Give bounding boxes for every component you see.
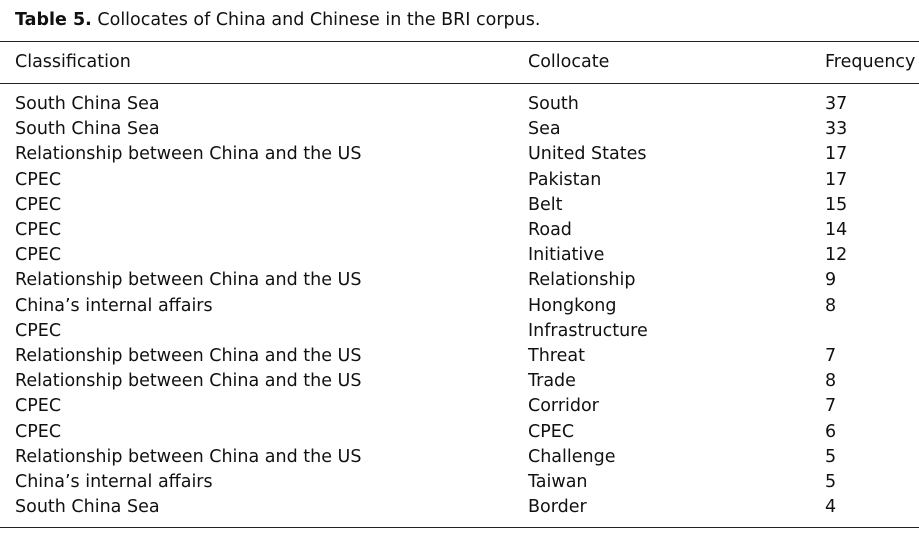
- cell-collocate: Challenge: [528, 446, 616, 467]
- cell-collocate: Infrastructure: [528, 320, 648, 341]
- table-row: Relationship between China and the US Cha…: [0, 447, 919, 472]
- cell-classification: China’s internal affairs: [15, 472, 213, 492]
- header-frequency: Frequency: [825, 52, 916, 72]
- cell-frequency: 37: [825, 94, 848, 114]
- cell-frequency: 17: [825, 169, 848, 190]
- cell-frequency: 7: [825, 346, 837, 366]
- table-caption-label: Table 5.: [15, 10, 92, 30]
- cell-classification: South China Sea: [15, 497, 160, 518]
- cell-collocate: Initiative: [528, 245, 605, 266]
- table-row: South China Sea Border 4: [0, 497, 919, 522]
- cell-collocate: Sea: [528, 119, 561, 140]
- table-row: Relationship between China and the US Uni…: [0, 144, 919, 169]
- cell-collocate: Relationship: [528, 270, 636, 291]
- cell-frequency: 17: [825, 144, 848, 165]
- cell-classification: CPEC: [15, 194, 62, 215]
- cell-classification: Relationship between China and the US: [15, 371, 362, 392]
- table-row: CPEC CPEC 6: [0, 422, 919, 447]
- cell-collocate: Road: [528, 220, 572, 240]
- cell-frequency: 9: [825, 270, 837, 291]
- cell-classification: CPEC: [15, 396, 62, 417]
- table-top-rule: [0, 41, 919, 42]
- cell-classification: South China Sea: [15, 94, 160, 114]
- table-row: Relationship between China and the US Rel…: [0, 270, 919, 295]
- cell-classification: CPEC: [15, 320, 62, 341]
- cell-frequency: 8: [825, 295, 837, 316]
- table-row: CPEC Pakistan 17: [0, 170, 919, 195]
- cell-classification: China’s internal affairs: [15, 295, 213, 316]
- table-caption-text: Collocates of China and Chinese in the B…: [97, 10, 541, 30]
- cell-classification: Relationship between China and the US: [15, 446, 362, 467]
- table-row: China’s internal affairs Taiwan 5: [0, 472, 919, 497]
- cell-classification: Relationship between China and the US: [15, 270, 362, 291]
- table-row: CPEC Belt 15: [0, 195, 919, 220]
- cell-frequency: 5: [825, 472, 837, 492]
- cell-frequency: 14: [825, 220, 848, 240]
- cell-frequency: 6: [825, 421, 837, 442]
- cell-collocate: Threat: [528, 346, 585, 366]
- cell-collocate: United States: [528, 144, 647, 165]
- cell-collocate: Hongkong: [528, 295, 617, 316]
- table-row: China’s internal affairs Hongkong 8: [0, 296, 919, 321]
- cell-frequency: 5: [825, 446, 837, 467]
- cell-classification: Relationship between China and the US: [15, 144, 362, 165]
- cell-frequency: 15: [825, 194, 848, 215]
- cell-frequency: 4: [825, 497, 837, 518]
- cell-classification: CPEC: [15, 220, 62, 240]
- table-row: South China Sea Sea 33: [0, 119, 919, 144]
- cell-collocate: Taiwan: [528, 472, 588, 492]
- cell-collocate: Trade: [528, 371, 576, 392]
- table-row: Relationship between China and the US Tra…: [0, 371, 919, 396]
- header-classification: Classification: [15, 52, 131, 72]
- table-row: CPEC Infrastructure: [0, 321, 919, 346]
- cell-classification: CPEC: [15, 421, 62, 442]
- cell-collocate: Belt: [528, 194, 563, 215]
- cell-collocate: South: [528, 94, 579, 114]
- cell-collocate: Pakistan: [528, 169, 602, 190]
- table-row: South China Sea South 37: [0, 94, 919, 119]
- table-row: Relationship between China and the US Thr…: [0, 346, 919, 371]
- cell-collocate: Corridor: [528, 396, 599, 417]
- cell-frequency: 7: [825, 396, 837, 417]
- cell-frequency: 8: [825, 371, 837, 392]
- table-header-rule: [0, 83, 919, 84]
- cell-classification: South China Sea: [15, 119, 160, 140]
- cell-frequency: 33: [825, 119, 848, 140]
- cell-collocate: Border: [528, 497, 587, 518]
- table-bottom-rule: [0, 527, 919, 528]
- cell-classification: CPEC: [15, 169, 62, 190]
- cell-collocate: CPEC: [528, 421, 575, 442]
- cell-classification: CPEC: [15, 245, 62, 266]
- cell-classification: Relationship between China and the US: [15, 346, 362, 366]
- table-row: CPEC Initiative 12: [0, 245, 919, 270]
- table-row: CPEC Road 14: [0, 220, 919, 245]
- table-caption: Table 5. Collocates of China and Chinese…: [15, 10, 540, 30]
- cell-frequency: 12: [825, 245, 848, 266]
- header-collocate: Collocate: [528, 52, 610, 72]
- table-row: CPEC Corridor 7: [0, 396, 919, 421]
